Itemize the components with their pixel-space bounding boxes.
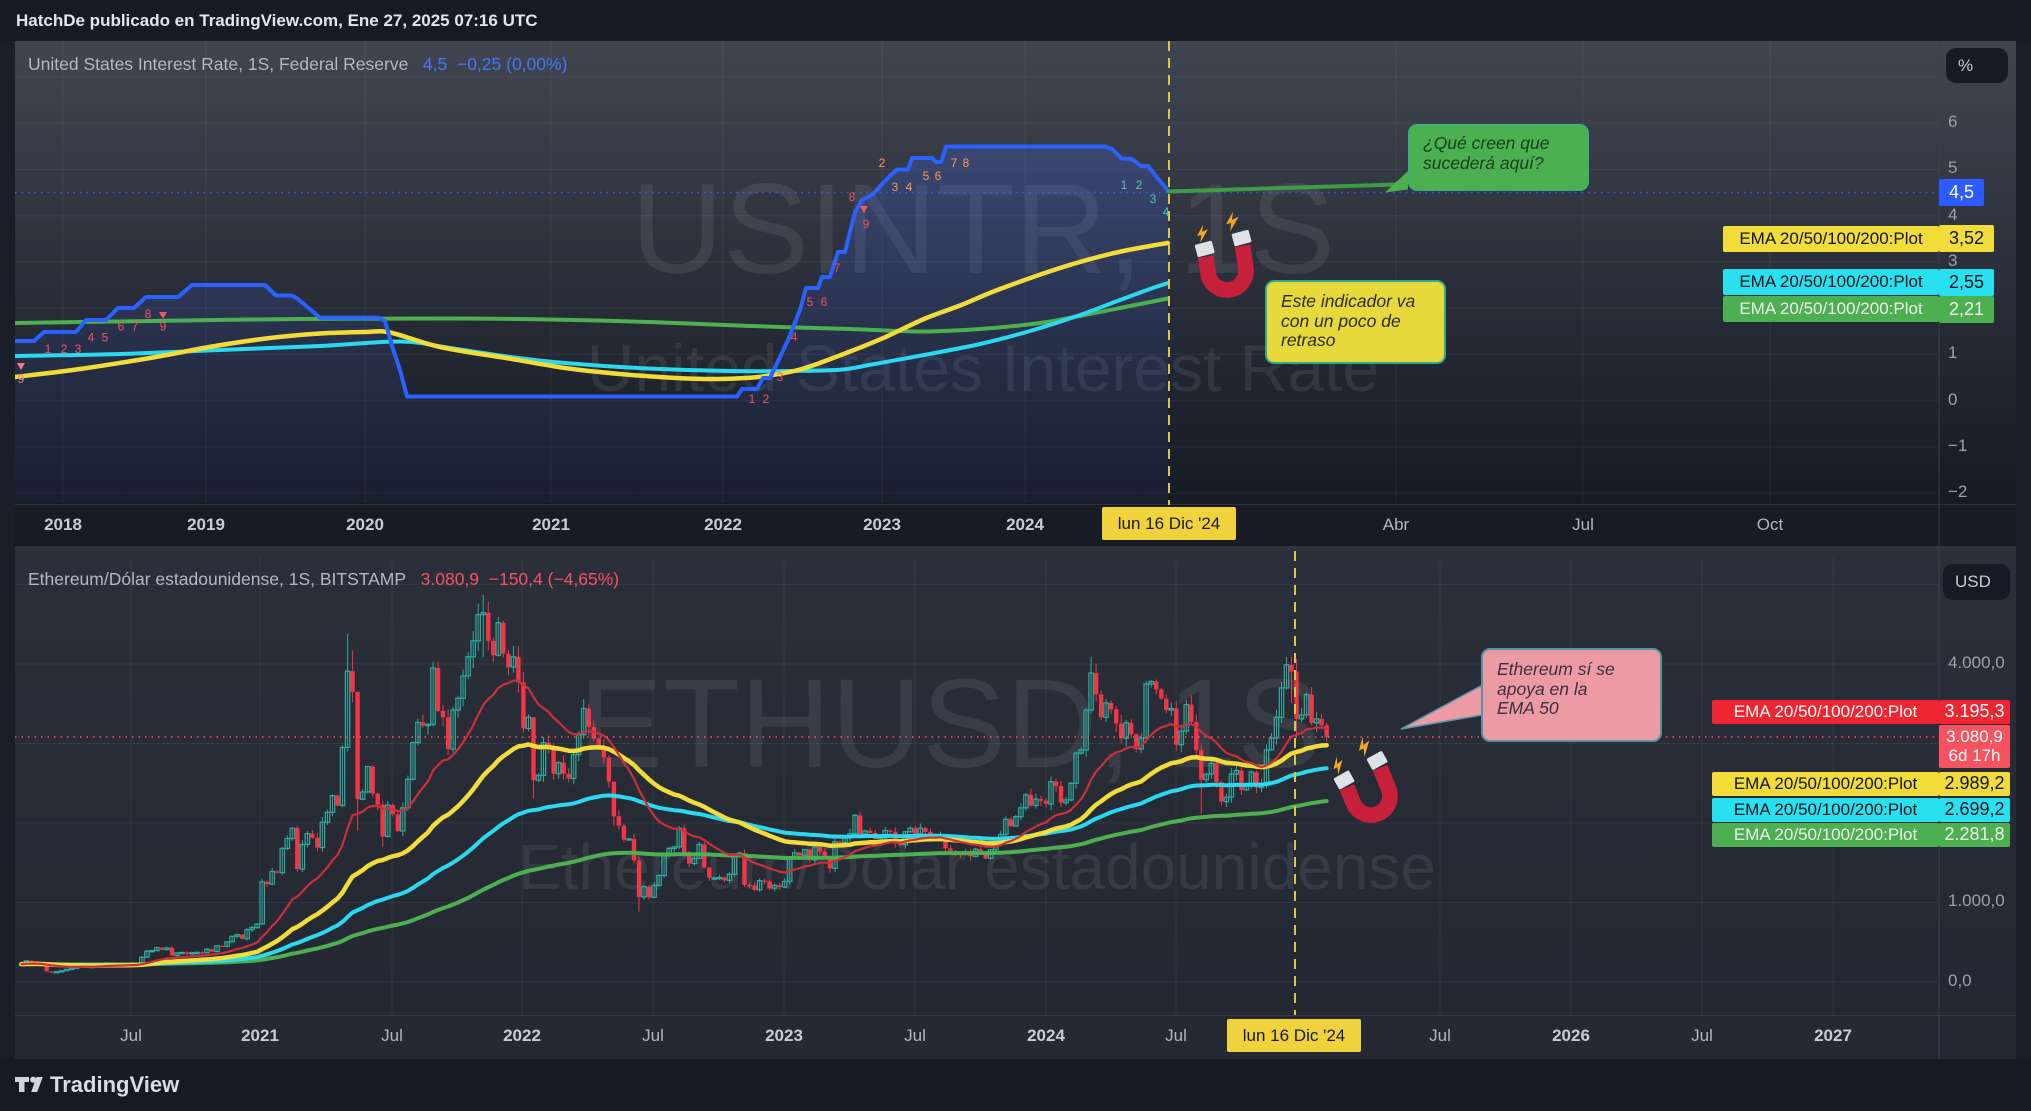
svg-text:8: 8 — [963, 156, 970, 170]
svg-text:4: 4 — [1163, 205, 1170, 219]
svg-text:2: 2 — [763, 392, 770, 406]
svg-text:3: 3 — [75, 342, 82, 356]
svg-text:8: 8 — [849, 190, 856, 204]
svg-text:2: 2 — [879, 156, 886, 170]
svg-text:7: 7 — [951, 156, 958, 170]
svg-text:8: 8 — [145, 307, 152, 321]
svg-text:1: 1 — [45, 342, 52, 356]
svg-text:5: 5 — [102, 331, 109, 345]
svg-text:1: 1 — [749, 392, 756, 406]
svg-text:5: 5 — [807, 295, 814, 309]
svg-text:9: 9 — [18, 372, 25, 386]
svg-text:5: 5 — [923, 169, 930, 183]
svg-text:3: 3 — [777, 370, 784, 384]
svg-text:4: 4 — [88, 331, 95, 345]
svg-text:1: 1 — [1121, 178, 1128, 192]
svg-text:4: 4 — [791, 330, 798, 344]
svg-text:6: 6 — [935, 169, 942, 183]
svg-text:6: 6 — [118, 320, 125, 334]
svg-text:2: 2 — [61, 342, 68, 356]
svg-text:6: 6 — [821, 295, 828, 309]
svg-text:2: 2 — [1136, 178, 1143, 192]
svg-text:3: 3 — [892, 180, 899, 194]
svg-text:3: 3 — [1150, 192, 1157, 206]
svg-text:7: 7 — [132, 320, 139, 334]
svg-text:4: 4 — [906, 180, 913, 194]
svg-text:7: 7 — [834, 261, 841, 275]
svg-text:9: 9 — [863, 217, 870, 231]
svg-text:9: 9 — [160, 320, 167, 334]
